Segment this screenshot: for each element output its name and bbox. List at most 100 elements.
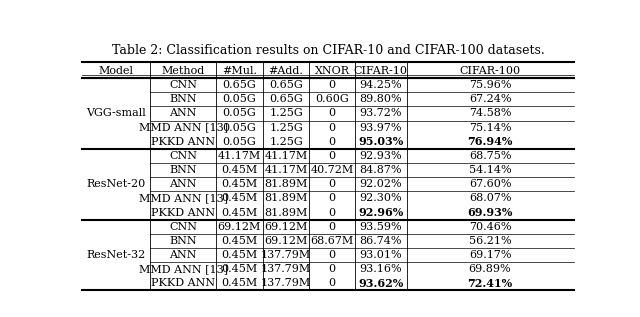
Text: 69.12M: 69.12M (264, 236, 308, 246)
Text: MMD ANN [13]: MMD ANN [13] (139, 123, 228, 133)
Text: 0.45M: 0.45M (221, 165, 257, 175)
Text: BNN: BNN (170, 165, 197, 175)
Text: 89.80%: 89.80% (360, 94, 402, 104)
Text: 0: 0 (328, 250, 336, 260)
Text: 0.05G: 0.05G (223, 137, 256, 147)
Text: 56.21%: 56.21% (468, 236, 511, 246)
Text: 0: 0 (328, 193, 336, 204)
Text: 94.25%: 94.25% (360, 80, 402, 90)
Text: BNN: BNN (170, 236, 197, 246)
Text: MMD ANN [13]: MMD ANN [13] (139, 264, 228, 274)
Text: 75.14%: 75.14% (468, 123, 511, 133)
Text: 67.24%: 67.24% (468, 94, 511, 104)
Text: 74.58%: 74.58% (468, 108, 511, 119)
Text: 69.12M: 69.12M (264, 222, 308, 232)
Text: 0.05G: 0.05G (223, 108, 256, 119)
Text: 68.07%: 68.07% (468, 193, 511, 204)
Text: 69.89%: 69.89% (468, 264, 511, 274)
Text: CNN: CNN (169, 151, 197, 161)
Text: 0.45M: 0.45M (221, 193, 257, 204)
Text: 0.65G: 0.65G (269, 80, 303, 90)
Text: 93.59%: 93.59% (360, 222, 402, 232)
Text: #Add.: #Add. (269, 66, 303, 76)
Text: 75.96%: 75.96% (468, 80, 511, 90)
Text: 93.01%: 93.01% (360, 250, 402, 260)
Text: CIFAR-10: CIFAR-10 (354, 66, 408, 76)
Text: PKKD ANN: PKKD ANN (151, 278, 215, 288)
Text: 41.17M: 41.17M (264, 151, 308, 161)
Text: 137.79M: 137.79M (261, 278, 311, 288)
Text: #Mul.: #Mul. (222, 66, 257, 76)
Text: 92.93%: 92.93% (360, 151, 402, 161)
Text: VGG-small: VGG-small (86, 108, 146, 119)
Text: 0.65G: 0.65G (223, 80, 256, 90)
Text: 0: 0 (328, 278, 336, 288)
Text: 0.05G: 0.05G (223, 123, 256, 133)
Text: 0: 0 (328, 222, 336, 232)
Text: ANN: ANN (170, 108, 197, 119)
Text: 0.60G: 0.60G (316, 94, 349, 104)
Text: 0: 0 (328, 151, 336, 161)
Text: 0.45M: 0.45M (221, 278, 257, 288)
Text: CNN: CNN (169, 222, 197, 232)
Text: 76.94%: 76.94% (467, 136, 513, 147)
Text: Table 2: Classification results on CIFAR-10 and CIFAR-100 datasets.: Table 2: Classification results on CIFAR… (111, 44, 545, 57)
Text: 81.89M: 81.89M (264, 208, 308, 217)
Text: ResNet-32: ResNet-32 (87, 250, 146, 260)
Text: PKKD ANN: PKKD ANN (151, 137, 215, 147)
Text: 54.14%: 54.14% (468, 165, 511, 175)
Text: 0: 0 (328, 179, 336, 189)
Text: 92.02%: 92.02% (360, 179, 402, 189)
Text: ResNet-20: ResNet-20 (87, 179, 146, 189)
Text: 72.41%: 72.41% (467, 278, 513, 289)
Text: 92.30%: 92.30% (360, 193, 402, 204)
Text: 0.45M: 0.45M (221, 236, 257, 246)
Text: 0: 0 (328, 108, 336, 119)
Text: Method: Method (161, 66, 205, 76)
Text: 0.45M: 0.45M (221, 264, 257, 274)
Text: 68.67M: 68.67M (310, 236, 354, 246)
Text: 67.60%: 67.60% (468, 179, 511, 189)
Text: CNN: CNN (169, 80, 197, 90)
Text: 70.46%: 70.46% (468, 222, 511, 232)
Text: 93.72%: 93.72% (360, 108, 402, 119)
Text: 92.96%: 92.96% (358, 207, 403, 218)
Text: 0: 0 (328, 208, 336, 217)
Text: PKKD ANN: PKKD ANN (151, 208, 215, 217)
Text: CIFAR-100: CIFAR-100 (460, 66, 520, 76)
Text: 0.45M: 0.45M (221, 208, 257, 217)
Text: 0.45M: 0.45M (221, 179, 257, 189)
Text: 69.12M: 69.12M (218, 222, 261, 232)
Text: 93.16%: 93.16% (360, 264, 402, 274)
Text: 0.45M: 0.45M (221, 250, 257, 260)
Text: 81.89M: 81.89M (264, 179, 308, 189)
Text: 95.03%: 95.03% (358, 136, 403, 147)
Text: 84.87%: 84.87% (360, 165, 402, 175)
Text: 1.25G: 1.25G (269, 137, 303, 147)
Text: 81.89M: 81.89M (264, 193, 308, 204)
Text: ANN: ANN (170, 179, 197, 189)
Text: MMD ANN [13]: MMD ANN [13] (139, 193, 228, 204)
Text: XNOR: XNOR (315, 66, 349, 76)
Text: 0.05G: 0.05G (223, 94, 256, 104)
Text: 86.74%: 86.74% (360, 236, 402, 246)
Text: 69.17%: 69.17% (468, 250, 511, 260)
Text: 1.25G: 1.25G (269, 123, 303, 133)
Text: 41.17M: 41.17M (264, 165, 308, 175)
Text: 93.62%: 93.62% (358, 278, 403, 289)
Text: 0: 0 (328, 80, 336, 90)
Text: 0: 0 (328, 137, 336, 147)
Text: BNN: BNN (170, 94, 197, 104)
Text: 0.65G: 0.65G (269, 94, 303, 104)
Text: ANN: ANN (170, 250, 197, 260)
Text: 41.17M: 41.17M (218, 151, 261, 161)
Text: 1.25G: 1.25G (269, 108, 303, 119)
Text: 68.75%: 68.75% (468, 151, 511, 161)
Text: 0: 0 (328, 264, 336, 274)
Text: 137.79M: 137.79M (261, 264, 311, 274)
Text: Model: Model (99, 66, 134, 76)
Text: 137.79M: 137.79M (261, 250, 311, 260)
Text: 93.97%: 93.97% (360, 123, 402, 133)
Text: 40.72M: 40.72M (310, 165, 354, 175)
Text: 69.93%: 69.93% (467, 207, 513, 218)
